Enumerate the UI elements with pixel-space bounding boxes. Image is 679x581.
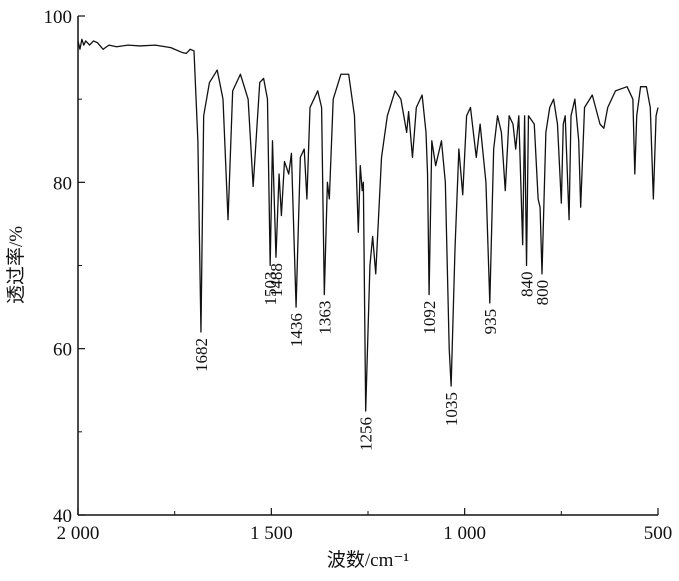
y-tick-label: 40: [53, 506, 72, 527]
peak-label: 1488: [267, 263, 286, 297]
peak-label: 1363: [315, 301, 334, 335]
peak-label: 1503: [261, 272, 280, 306]
y-axis-label: 透过率/%: [5, 226, 27, 304]
x-tick-label: 2 000: [57, 523, 100, 544]
x-tick-label: 1 500: [250, 523, 293, 544]
x-tick-label: 500: [644, 523, 673, 544]
x-axis-label: 波数/cm⁻¹: [327, 549, 410, 571]
peak-label: 800: [533, 280, 552, 306]
y-tick-label: 100: [44, 7, 73, 28]
spectrum-line: [77, 38, 659, 412]
x-tick-label: 1 000: [443, 523, 486, 544]
peak-label: 1682: [192, 338, 211, 372]
y-tick-label: 80: [53, 173, 72, 194]
peak-label: 840: [518, 272, 537, 298]
y-tick-label: 60: [53, 340, 72, 361]
peak-label: 1035: [442, 392, 461, 426]
peak-label: 935: [481, 309, 500, 335]
peak-label: 1092: [420, 301, 439, 335]
peak-label: 1256: [357, 417, 376, 451]
peak-label: 1436: [287, 313, 306, 347]
